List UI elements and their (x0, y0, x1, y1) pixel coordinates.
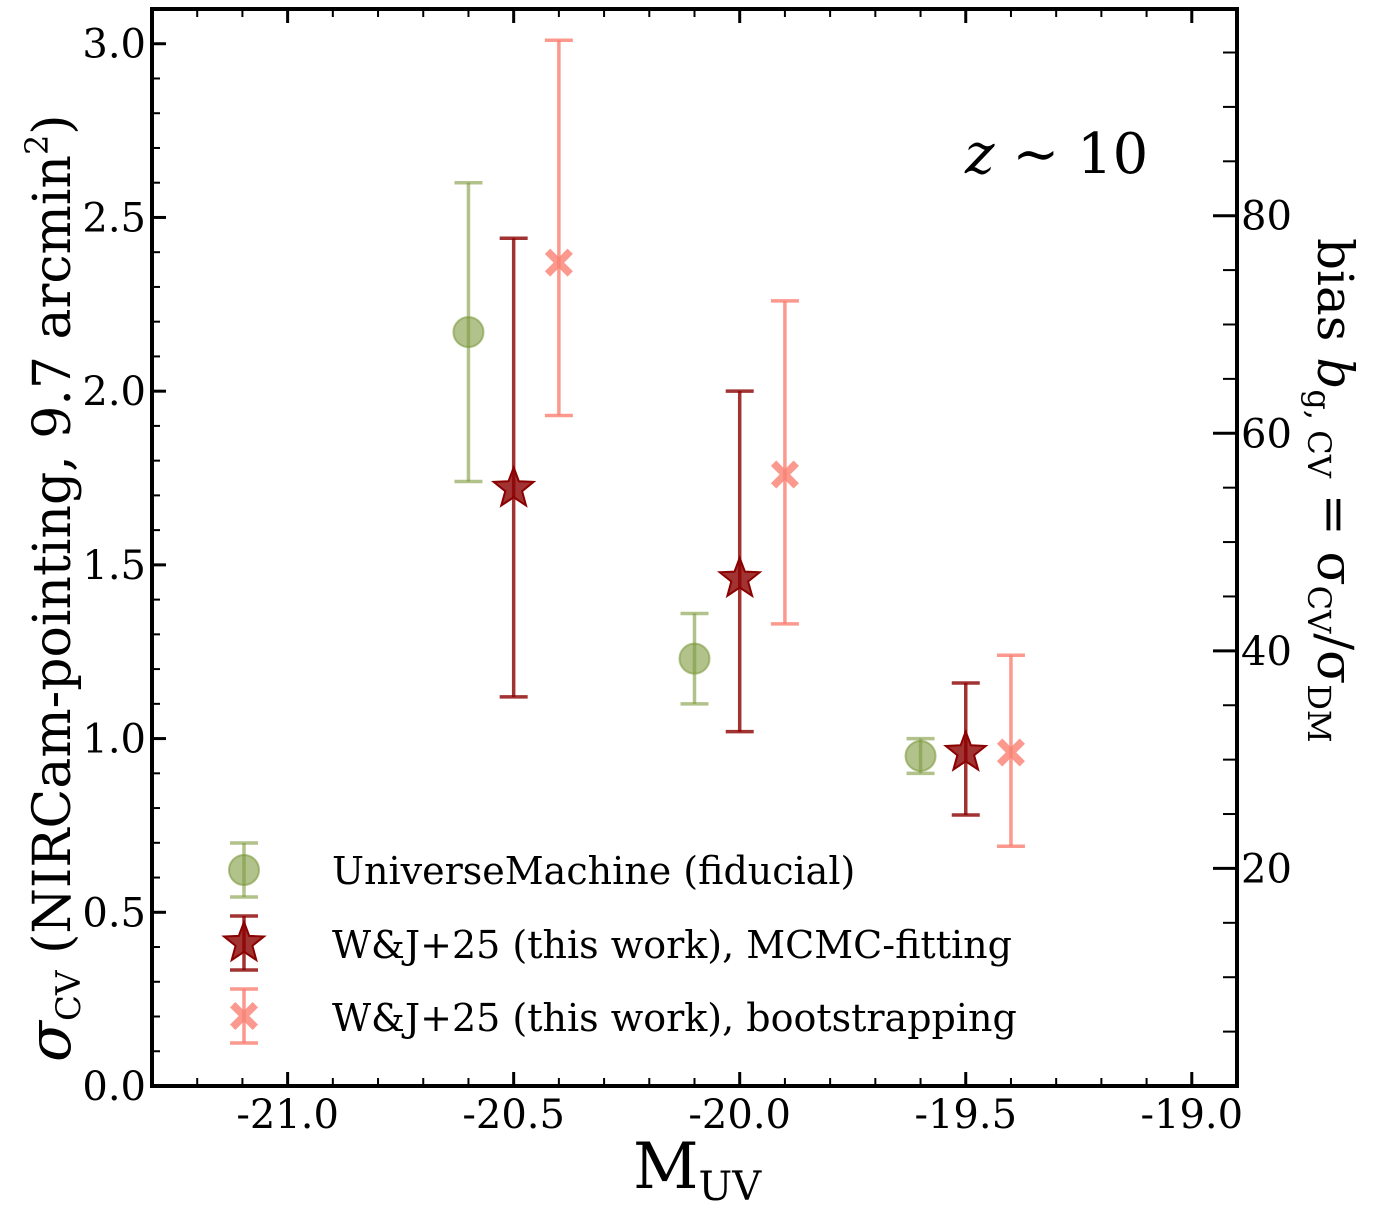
data-point-circle (678, 642, 711, 675)
major-ticks (152, 9, 1237, 1088)
y2-tick-label: 20 (1241, 846, 1292, 892)
y-axis-title-sub: CV (49, 969, 89, 1021)
series-0 (452, 180, 937, 776)
y-tick-label: 2.5 (82, 195, 146, 241)
x-tick-label: -20.0 (688, 1092, 791, 1138)
series-layer (452, 38, 1025, 849)
y2-axis-title: bias bg, CV = σCV/σDM (1300, 238, 1364, 743)
x-tick-label: -20.5 (462, 1092, 565, 1138)
legend-markers (221, 841, 267, 1045)
redshift-annotation: z ∼ 10 (964, 122, 1148, 187)
data-point-star (490, 464, 537, 508)
plot-frame (150, 7, 1239, 1088)
x-axis-title-main: M (633, 1130, 699, 1204)
y2-tick-label: 60 (1241, 411, 1292, 457)
redshift-symbol: z (964, 122, 995, 187)
y2-axis-title-sub: g, CV (1300, 389, 1338, 478)
y-axis-title: σCV (NIRCam-pointing, 9.7 arcmin2) (15, 114, 89, 1062)
legend-label-universemachine: UniverseMachine (fiducial) (332, 849, 855, 893)
data-point-x (996, 738, 1025, 767)
legend-label-bootstrapping: W&J+25 (this work), bootstrapping (332, 996, 1017, 1040)
series-2 (544, 38, 1025, 849)
x-axis-title-sub: UV (699, 1164, 763, 1210)
y2-axis-title-slash: /σ (1306, 633, 1364, 684)
y-axis-title-rest: (NIRCam-pointing, 9.7 arcmin (23, 155, 83, 970)
y2-axis-title-sub2: CV (1300, 586, 1338, 634)
x-tick-label: -19.0 (1141, 1092, 1244, 1138)
y-tick-label: 3.0 (82, 22, 146, 68)
y-tick-label: 0.5 (82, 890, 146, 936)
data-point-circle (228, 854, 260, 886)
data-point-circle (904, 739, 937, 772)
data-point-star (716, 554, 763, 599)
data-point-star (943, 728, 989, 772)
data-point-x (544, 248, 573, 277)
data-point-x (230, 1002, 258, 1030)
y2-axis-title-sub3: DM (1300, 684, 1338, 742)
x-axis-title: MUV (633, 1130, 762, 1210)
x-tick-label: -21.0 (236, 1092, 339, 1138)
y2-tick-label: 80 (1241, 194, 1292, 240)
y-axis-title-sigma: σ (15, 1019, 85, 1062)
redshift-value: ∼ 10 (995, 122, 1149, 187)
legend-label-mcmc: W&J+25 (this work), MCMC-fitting (332, 923, 1012, 967)
tick-labels: -21.0 -20.5 -20.0 -19.5 -19.0 0.0 0.5 1.0 1.5 2.0… (82, 22, 1292, 1138)
y-tick-label: 2.0 (82, 369, 146, 415)
x-tick-label: -19.5 (914, 1092, 1017, 1138)
y-axis-title-sup: 2 (18, 135, 56, 155)
legend: UniverseMachine (fiducial) W&J+25 (this … (221, 841, 1017, 1045)
y-tick-label: 1.5 (82, 543, 146, 589)
y-tick-label: 0.0 (82, 1064, 146, 1110)
y2-axis-title-b: b (1306, 357, 1364, 389)
data-point-star (221, 919, 267, 963)
y-axis-title-close: ) (23, 114, 83, 134)
y-tick-label: 1.0 (82, 717, 146, 763)
series-1 (490, 236, 989, 817)
y2-axis-title-eq: = σ (1306, 478, 1364, 586)
y2-tick-label: 40 (1241, 629, 1292, 675)
data-point-circle (452, 316, 485, 349)
data-point-x (770, 460, 799, 489)
y2-axis-title-prefix: bias (1306, 238, 1364, 357)
